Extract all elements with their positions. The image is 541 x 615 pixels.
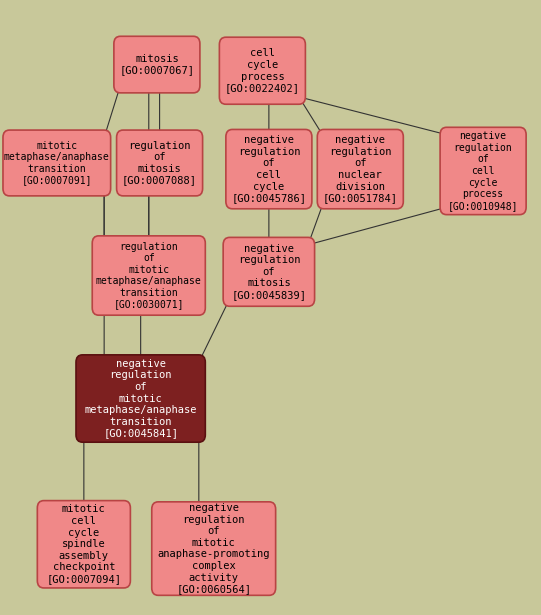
Text: mitotic
metaphase/anaphase
transition
[GO:0007091]: mitotic metaphase/anaphase transition [G… <box>4 141 110 185</box>
Text: negative
regulation
of
nuclear
division
[GO:0051784]: negative regulation of nuclear division … <box>323 135 398 203</box>
FancyBboxPatch shape <box>76 355 206 442</box>
FancyBboxPatch shape <box>3 130 110 196</box>
FancyBboxPatch shape <box>37 501 130 588</box>
FancyBboxPatch shape <box>226 130 312 209</box>
FancyBboxPatch shape <box>151 502 276 595</box>
Text: negative
regulation
of
mitosis
[GO:0045839]: negative regulation of mitosis [GO:00458… <box>232 244 306 300</box>
Text: cell
cycle
process
[GO:0022402]: cell cycle process [GO:0022402] <box>225 49 300 93</box>
Text: mitosis
[GO:0007067]: mitosis [GO:0007067] <box>120 54 194 76</box>
FancyBboxPatch shape <box>114 36 200 93</box>
FancyBboxPatch shape <box>92 236 206 315</box>
Text: regulation
of
mitotic
metaphase/anaphase
transition
[GO:0030071]: regulation of mitotic metaphase/anaphase… <box>96 242 202 309</box>
Text: negative
regulation
of
mitotic
metaphase/anaphase
transition
[GO:0045841]: negative regulation of mitotic metaphase… <box>84 359 197 438</box>
FancyBboxPatch shape <box>223 237 314 306</box>
Text: regulation
of
mitosis
[GO:0007088]: regulation of mitosis [GO:0007088] <box>122 141 197 185</box>
Text: mitotic
cell
cycle
spindle
assembly
checkpoint
[GO:0007094]: mitotic cell cycle spindle assembly chec… <box>47 504 121 584</box>
FancyBboxPatch shape <box>220 37 305 104</box>
Text: negative
regulation
of
cell
cycle
process
[GO:0010948]: negative regulation of cell cycle proces… <box>448 131 518 211</box>
FancyBboxPatch shape <box>440 127 526 215</box>
FancyBboxPatch shape <box>317 130 404 209</box>
Text: negative
regulation
of
cell
cycle
[GO:0045786]: negative regulation of cell cycle [GO:00… <box>232 135 306 203</box>
FancyBboxPatch shape <box>116 130 202 196</box>
Text: negative
regulation
of
mitotic
anaphase-promoting
complex
activity
[GO:0060564]: negative regulation of mitotic anaphase-… <box>157 503 270 594</box>
